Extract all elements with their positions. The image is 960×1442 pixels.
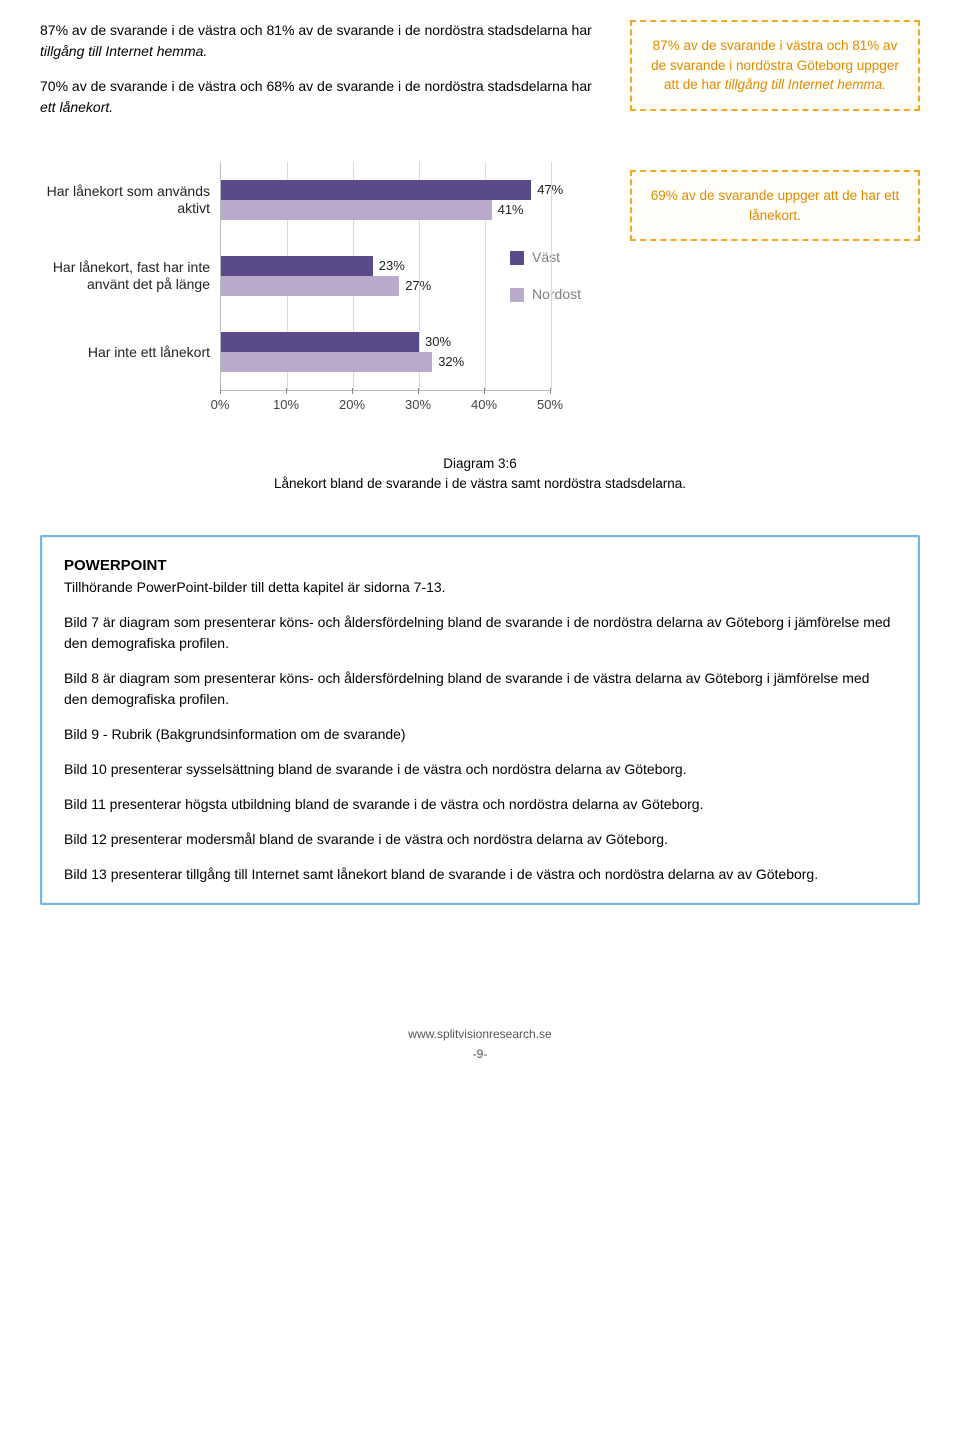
pp-p5: Bild 10 presenterar sysselsättning bland…	[64, 759, 896, 780]
bar-value-label: 47%	[537, 180, 563, 200]
bar-value-label: 32%	[438, 352, 464, 372]
x-tick-label: 0%	[211, 395, 230, 415]
pp-p7: Bild 12 presenterar modersmål bland de s…	[64, 829, 896, 850]
pp-p8: Bild 13 presenterar tillgång till Intern…	[64, 864, 896, 885]
chart-caption: Diagram 3:6 Lånekort bland de svarande i…	[40, 454, 920, 495]
bar-value-label: 30%	[425, 332, 451, 352]
x-tick-mark	[286, 388, 287, 394]
bar-value-label: 23%	[379, 256, 405, 276]
footer-page: -9-	[40, 1045, 920, 1063]
legend-swatch	[510, 251, 524, 265]
intro-p2-b: ett lånekort.	[40, 99, 113, 115]
pp-p3: Bild 8 är diagram som presenterar köns- …	[64, 668, 896, 710]
legend-item: Väst	[510, 247, 600, 268]
intro-p1-a: 87% av de svarande i de västra och 81% a…	[40, 22, 592, 38]
x-tick-mark	[220, 388, 221, 394]
x-tick-label: 20%	[339, 395, 365, 415]
pp-p2: Bild 7 är diagram som presenterar köns- …	[64, 612, 896, 654]
x-tick-label: 10%	[273, 395, 299, 415]
legend-swatch	[510, 288, 524, 302]
bar-value-label: 27%	[405, 276, 431, 296]
x-tick-label: 30%	[405, 395, 431, 415]
chart-body: Har lånekort som används aktivtHar lånek…	[40, 162, 600, 390]
chart-bar: 32%	[221, 352, 432, 372]
chart-row: Har lånekort som används aktivtHar lånek…	[40, 162, 920, 414]
category-labels: Har lånekort som används aktivtHar lånek…	[40, 162, 220, 390]
callout2-text: 69% av de svarande uppger att de har ett…	[651, 188, 899, 223]
chart-caption-l1: Diagram 3:6	[40, 454, 920, 474]
top-row: 87% av de svarande i de västra och 81% a…	[40, 20, 920, 132]
x-tick-label: 40%	[471, 395, 497, 415]
x-tick-mark	[550, 388, 551, 394]
x-tick-label: 50%	[537, 395, 563, 415]
page-footer: www.splitvisionresearch.se -9-	[40, 1025, 920, 1063]
chart-bar: 41%	[221, 200, 492, 220]
legend-label: Väst	[532, 247, 560, 268]
pp-title: POWERPOINT	[64, 557, 167, 574]
pp-p6: Bild 11 presenterar högsta utbildning bl…	[64, 794, 896, 815]
x-tick-mark	[352, 388, 353, 394]
legend-label: Nordost	[532, 284, 581, 305]
intro-paragraph-2: 70% av de svarande i de västra och 68% a…	[40, 76, 600, 118]
intro-paragraph-1: 87% av de svarande i de västra och 81% a…	[40, 20, 600, 62]
x-axis: 0%10%20%30%40%50%	[220, 390, 550, 414]
chart-bar: 23%	[221, 256, 373, 276]
x-tick-mark	[418, 388, 419, 394]
x-tick-mark	[484, 388, 485, 394]
intro-text: 87% av de svarande i de västra och 81% a…	[40, 20, 600, 132]
category-label: Har lånekort som används aktivt	[40, 162, 220, 238]
callout-lanekort: 69% av de svarande uppger att de har ett…	[630, 170, 920, 241]
callout-internet: 87% av de svarande i västra och 81% av d…	[630, 20, 920, 111]
pp-p4: Bild 9 - Rubrik (Bakgrundsinformation om…	[64, 724, 896, 745]
footer-url: www.splitvisionresearch.se	[40, 1025, 920, 1043]
category-label: Har lånekort, fast har inte använt det p…	[40, 238, 220, 314]
category-label: Har inte ett lånekort	[40, 314, 220, 390]
chart-area: Har lånekort som används aktivtHar lånek…	[40, 162, 600, 414]
chart-bar: 27%	[221, 276, 399, 296]
chart-caption-l2: Lånekort bland de svarande i de västra s…	[40, 474, 920, 494]
plot-inner: 47%41%23%27%30%32%	[221, 162, 510, 390]
bar-value-label: 41%	[498, 200, 524, 220]
chart-bar: 30%	[221, 332, 419, 352]
chart-plot: 47%41%23%27%30%32%	[220, 162, 510, 390]
intro-p2-a: 70% av de svarande i de västra och 68% a…	[40, 78, 592, 94]
chart-bar: 47%	[221, 180, 531, 200]
intro-p1-b: tillgång till Internet hemma.	[40, 43, 207, 59]
powerpoint-box: POWERPOINT Tillhörande PowerPoint-bilder…	[40, 535, 920, 906]
callout1-b: tillgång till Internet hemma.	[725, 77, 886, 92]
pp-p1: Tillhörande PowerPoint-bilder till detta…	[64, 579, 446, 595]
legend-item: Nordost	[510, 284, 600, 305]
